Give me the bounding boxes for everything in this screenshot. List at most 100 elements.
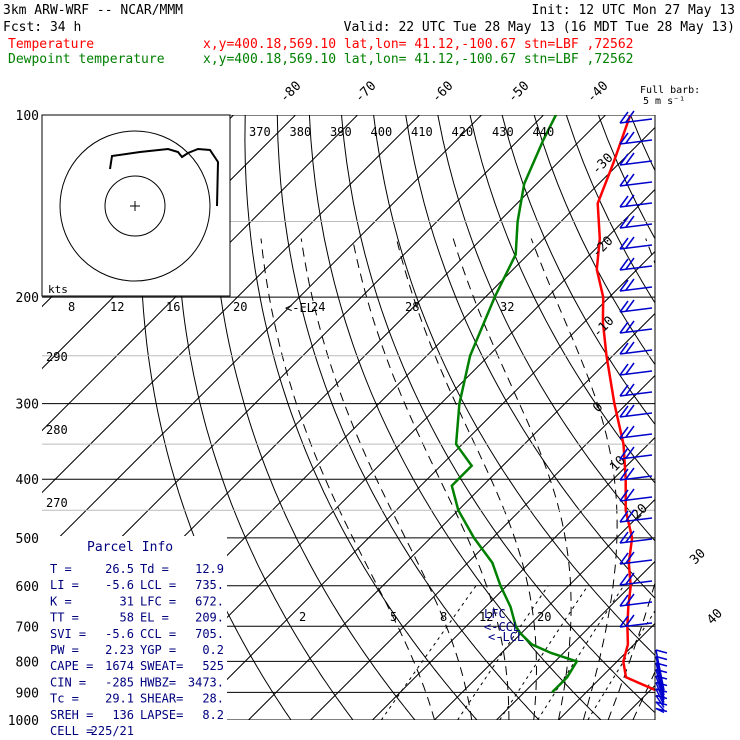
pressure-tick-label: 200 (16, 291, 39, 306)
isotherm-tick-label: 30 (687, 546, 709, 568)
wind-barb (619, 278, 653, 292)
theta-tick-label: 420 (452, 125, 474, 139)
parcel-param-label: Td = (140, 562, 169, 576)
parcel-param-value: 8.2 (202, 708, 224, 722)
mixing-ratio-label: 5 (390, 610, 397, 624)
parcel-param-value: 58 (120, 611, 134, 625)
pressure-tick-label: 600 (16, 580, 39, 595)
dewpoint-line (450, 115, 579, 694)
parcel-param-value: 2.23 (105, 643, 134, 657)
dry-adiabat (244, 115, 478, 720)
dry-adiabat (663, 115, 740, 720)
wind-barb (619, 362, 653, 376)
wind-barb (619, 467, 653, 481)
wind-barb (619, 152, 653, 166)
isotherm-line (248, 312, 655, 720)
parcel-param-label: PW = (50, 643, 79, 657)
model-title: 3km ARW-WRF -- NCAR/MMM (3, 3, 183, 18)
parcel-info-box: Parcel Info T = 26.5 Td = 12.9 LI = -5.6 LCL = 7… (42, 536, 227, 738)
parcel-param-value: -5.6 (105, 627, 134, 641)
wind-barb (655, 662, 668, 696)
isotherm-line (558, 622, 655, 720)
parcel-param-value: 136 (112, 708, 134, 722)
dry-adiabat (565, 115, 655, 304)
parcel-param-value: -5.6 (105, 578, 134, 592)
isotherm-tick-label: -30 (589, 151, 616, 178)
parcel-param-label: K = (50, 594, 72, 608)
dry-adiabat (308, 115, 602, 720)
theta-tick-label: 440 (533, 125, 555, 139)
hodograph-trace (109, 147, 220, 207)
wind-barb (619, 425, 653, 439)
wind-barb (619, 530, 653, 544)
parcel-param-value: 735. (195, 578, 224, 592)
wind-barb (619, 593, 653, 607)
theta-tick-label: 390 (330, 125, 352, 139)
dewpoint-station-info: x,y=400.18,569.10 lat,lon= 41.12,-100.67… (203, 52, 633, 67)
wind-barb (619, 383, 653, 397)
hodograph-ring-label: 8 (68, 300, 75, 314)
pressure-tick-label: 1000 (8, 714, 39, 729)
parcel-param-label: Tc = (50, 692, 79, 706)
parcel-param-label: SREH = (50, 708, 93, 722)
dry-adiabat (630, 115, 655, 172)
dry-adiabat (210, 115, 416, 720)
wind-barb (619, 446, 653, 460)
parcel-param-label: TT = (50, 611, 79, 625)
parcel-param-value: 0.2 (202, 643, 224, 657)
theta-tick-label: 380 (290, 125, 312, 139)
parcel-param-label: SHEAR= (140, 692, 183, 706)
wind-barb (619, 299, 653, 313)
pressure-tick-label: 500 (16, 532, 39, 547)
isotherm-line (434, 498, 655, 720)
wind-barb (619, 551, 653, 565)
hodograph-ring-label: 24 (311, 300, 325, 314)
moist-adiabat (300, 238, 473, 720)
mixing-ratio-line (537, 585, 625, 720)
pressure-tick-label: 800 (16, 655, 39, 670)
pressure-tick-label: 900 (16, 686, 39, 701)
theta-side-label: 270 (46, 496, 68, 510)
init-time: Init: 12 UTC Mon 27 May 13 (532, 3, 736, 18)
wind-barb (655, 675, 668, 701)
theta-side-label: 280 (46, 423, 68, 437)
parcel-param-label: YGP = (140, 643, 176, 657)
hodograph-ring-label: 20 (233, 300, 247, 314)
wind-barb (619, 236, 653, 250)
isotherm-line (496, 560, 655, 720)
parcel-param-value: -285 (105, 675, 134, 689)
parcel-param-label: HWBZ= (140, 675, 176, 689)
barb-note-line2: 5 m s⁻¹ (643, 96, 685, 107)
isotherm-line (683, 115, 740, 720)
wind-barb (655, 681, 668, 703)
isotherm-line (42, 115, 358, 432)
theta-tick-label: 430 (492, 125, 514, 139)
mixing-ratio-label: 8 (440, 610, 447, 624)
mixing-ratio-line (457, 585, 549, 720)
parcel-param-value: 225/21 (91, 724, 134, 738)
isotherm-line (42, 115, 482, 556)
mixing-ratio-label: 12 (479, 610, 493, 624)
mixing-ratio-line (499, 585, 589, 720)
parcel-param-value: 12.9 (195, 562, 224, 576)
isotherm-line (42, 115, 420, 494)
level-annotation: LFC (484, 607, 506, 621)
wind-barb (655, 694, 668, 708)
wind-barb (619, 614, 653, 628)
theta-tick-label: 410 (411, 125, 433, 139)
pressure-tick-label: 400 (16, 473, 39, 488)
dewpoint-legend: Dewpoint temperature (8, 52, 165, 67)
parcel-param-value: 28. (202, 692, 224, 706)
barb-note-line1: Full barb: (640, 85, 700, 96)
mixing-ratio-label: 20 (537, 610, 551, 624)
wind-barb (619, 110, 653, 124)
parcel-param-value: 1674 (105, 659, 134, 673)
theta-tick-label: 370 (249, 125, 271, 139)
parcel-param-label: CAPE = (50, 659, 93, 673)
parcel-param-label: LAPSE= (140, 708, 183, 722)
theta-side-label: 290 (46, 350, 68, 364)
parcel-param-label: CCL = (140, 627, 176, 641)
level-annotation: <-CCL (484, 620, 520, 634)
